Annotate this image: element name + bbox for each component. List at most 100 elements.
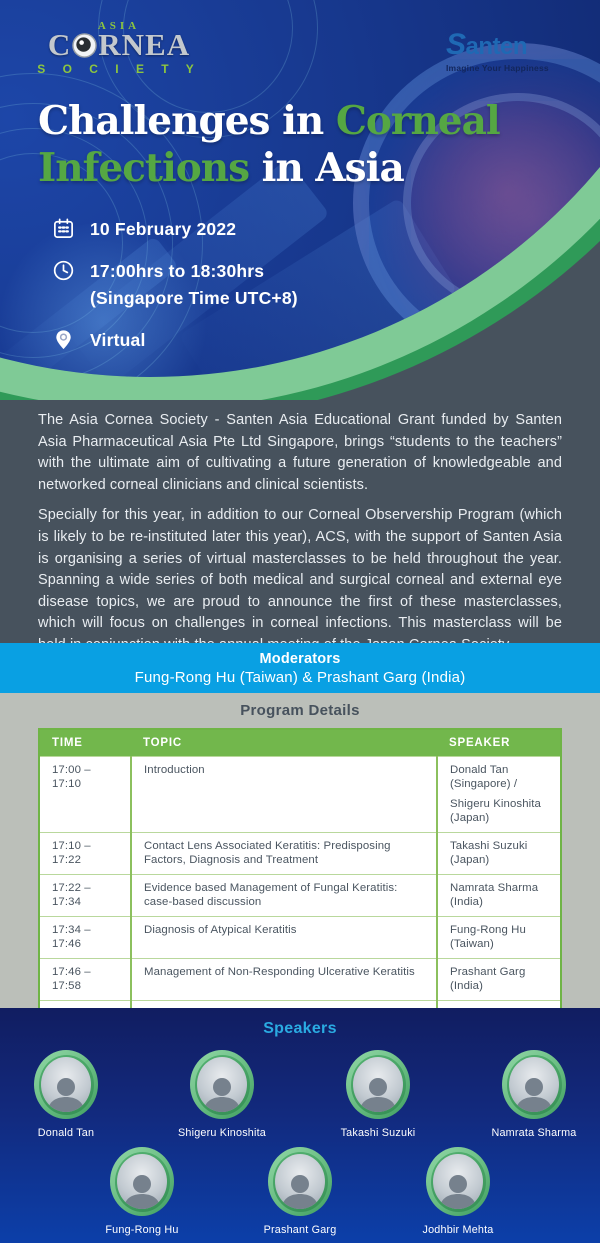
speakers-row-1: Donald Tan Shigeru Kinoshita Takashi Suz… [0, 1050, 600, 1139]
event-date: 10 February 2022 [90, 218, 237, 239]
avatar [275, 1154, 325, 1209]
speaker-card: Shigeru Kinoshita [174, 1050, 270, 1139]
table-row: 17:00 – 17:10 Introduction Donald Tan (S… [39, 756, 561, 833]
cell-speaker-line1: Donald Tan (Singapore) / [450, 764, 518, 790]
speaker-name: Namrata Sharma [491, 1127, 577, 1139]
speaker-name: Shigeru Kinoshita [177, 1127, 267, 1139]
table-header-row: TIME TOPIC SPEAKER [39, 729, 561, 757]
avatar-ring [190, 1050, 254, 1119]
cell-time: 17:34 – 17:46 [39, 916, 131, 959]
avatar [197, 1057, 247, 1112]
avatar-ring-inner [194, 1054, 250, 1115]
program-table: TIME TOPIC SPEAKER 17:00 – 17:10 Introdu… [38, 728, 562, 1008]
calendar-icon [52, 217, 75, 240]
cell-time: 17:00 – 17:10 [39, 756, 131, 833]
title-part-3: Infections [38, 144, 250, 191]
about-section: The Asia Cornea Society - Santen Asia Ed… [0, 400, 600, 643]
cell-time: 17:58 – 18:10 [39, 1000, 131, 1008]
speaker-card: Namrata Sharma [486, 1050, 582, 1139]
decor-glow [0, 223, 213, 377]
detail-row-location: Virtual [0, 327, 600, 354]
speaker-name: Jodhbir Mehta [422, 1224, 494, 1236]
cell-speaker: Namrata Sharma (India) [436, 874, 561, 917]
cell-speaker: Fung-Rong Hu (Taiwan) [436, 916, 561, 959]
avatar-ring-inner [350, 1054, 406, 1115]
speakers-row-2: Fung-Rong Hu Prashant Garg Jodhbir Mehta [0, 1147, 600, 1236]
cell-topic: Introduction [130, 756, 437, 833]
hero-section: ASIA C RNEA S O C I [0, 0, 600, 400]
cell-speaker-line2: Shigeru Kinoshita (Japan) [450, 798, 541, 824]
table-row: 17:58 – 18:10 Corticosteroids for Cornea… [39, 1000, 561, 1008]
cornea-wordmark: C RNEA [34, 29, 204, 60]
cell-topic: Evidence based Management of Fungal Kera… [130, 874, 437, 917]
santen-wordmark: Santen [446, 30, 568, 60]
cell-time: 17:10 – 17:22 [39, 832, 131, 875]
table-row: 17:22 – 17:34 Evidence based Management … [39, 874, 561, 917]
eye-icon [72, 32, 98, 58]
event-title: Challenges in Corneal Infections in Asia [0, 76, 600, 192]
moderators-names: Fung-Rong Hu (Taiwan) & Prashant Garg (I… [134, 668, 466, 686]
avatar-ring [346, 1050, 410, 1119]
avatar-ring-inner [114, 1151, 170, 1212]
table-row: 17:10 – 17:22 Contact Lens Associated Ke… [39, 832, 561, 875]
cell-speaker: Prashant Garg (India) [436, 958, 561, 1001]
moderators-label: Moderators [259, 650, 341, 667]
speaker-card: Fung-Rong Hu [94, 1147, 190, 1236]
detail-row-time: 17:00hrs to 18:30hrs (Singapore Time UTC… [0, 258, 600, 312]
avatar-ring [268, 1147, 332, 1216]
cell-topic: Management of Non-Responding Ulcerative … [130, 958, 437, 1001]
cell-speaker: Donald Tan (Singapore) / Shigeru Kinoshi… [436, 756, 561, 833]
table-row: 17:34 – 17:46 Diagnosis of Atypical Kera… [39, 916, 561, 959]
cornea-word-right: RNEA [98, 27, 191, 62]
event-time-line1: 17:00hrs to 18:30hrs [90, 260, 265, 281]
title-part-4: in Asia [249, 144, 405, 191]
cell-topic: Corticosteroids for Corneal Ulcer [130, 1000, 437, 1008]
speaker-name: Prashant Garg [263, 1224, 337, 1236]
speaker-name: Takashi Suzuki [340, 1127, 416, 1139]
santen-s: S [446, 28, 466, 61]
avatar-ring [502, 1050, 566, 1119]
about-paragraph-2: Specially for this year, in addition to … [38, 507, 562, 643]
program-heading: Program Details [240, 702, 360, 719]
event-location: Virtual [90, 329, 146, 350]
speaker-card: Jodhbir Mehta [410, 1147, 506, 1236]
cell-time: 17:22 – 17:34 [39, 874, 131, 917]
avatar-ring-inner [430, 1151, 486, 1212]
clock-icon [52, 259, 75, 282]
cornea-word-left: C [47, 27, 72, 62]
avatar [433, 1154, 483, 1209]
cornea-society-label: S O C I E T Y [37, 62, 201, 76]
santen-rest: anten [465, 33, 528, 60]
speaker-name: Donald Tan [37, 1127, 95, 1139]
speaker-card: Prashant Garg [252, 1147, 348, 1236]
speaker-card: Donald Tan [18, 1050, 114, 1139]
moderators-bar: Moderators Fung-Rong Hu (Taiwan) & Prash… [0, 643, 600, 693]
avatar-ring [426, 1147, 490, 1216]
avatar-ring-inner [272, 1151, 328, 1212]
logo-row: ASIA C RNEA S O C I [0, 0, 600, 76]
event-details: 10 February 2022 17:00hrs to 18:30hrs (S… [0, 216, 600, 355]
avatar-ring [110, 1147, 174, 1216]
column-header-topic: TOPIC [131, 729, 437, 757]
title-part-1: Challenges in [38, 98, 336, 144]
speaker-name: Fung-Rong Hu [105, 1224, 179, 1236]
santen-logo: Santen Imagine Your Happiness [446, 30, 568, 74]
event-time: 17:00hrs to 18:30hrs (Singapore Time UTC… [90, 258, 298, 312]
speakers-heading: Speakers [263, 1020, 337, 1037]
avatar-ring-inner [506, 1054, 562, 1115]
location-icon [52, 328, 75, 351]
cell-speaker: Jodhbir Mehta (Singapore) [436, 1000, 561, 1008]
program-section: Program Details TIME TOPIC SPEAKER 17:00… [0, 693, 600, 1008]
cornea-asia-label: ASIA [97, 20, 141, 32]
cell-topic: Contact Lens Associated Keratitis: Predi… [130, 832, 437, 875]
speakers-section: Speakers Donald Tan Shigeru Kinoshita Ta… [0, 1008, 600, 1243]
speaker-card: Takashi Suzuki [330, 1050, 426, 1139]
column-header-time: TIME [39, 729, 131, 757]
cell-topic: Diagnosis of Atypical Keratitis [130, 916, 437, 959]
cornea-society-logo: ASIA C RNEA S O C I [34, 20, 204, 76]
avatar [353, 1057, 403, 1112]
column-header-speaker: SPEAKER [437, 729, 561, 757]
event-time-line2: (Singapore Time UTC+8) [90, 287, 298, 308]
cell-time: 17:46 – 17:58 [39, 958, 131, 1001]
